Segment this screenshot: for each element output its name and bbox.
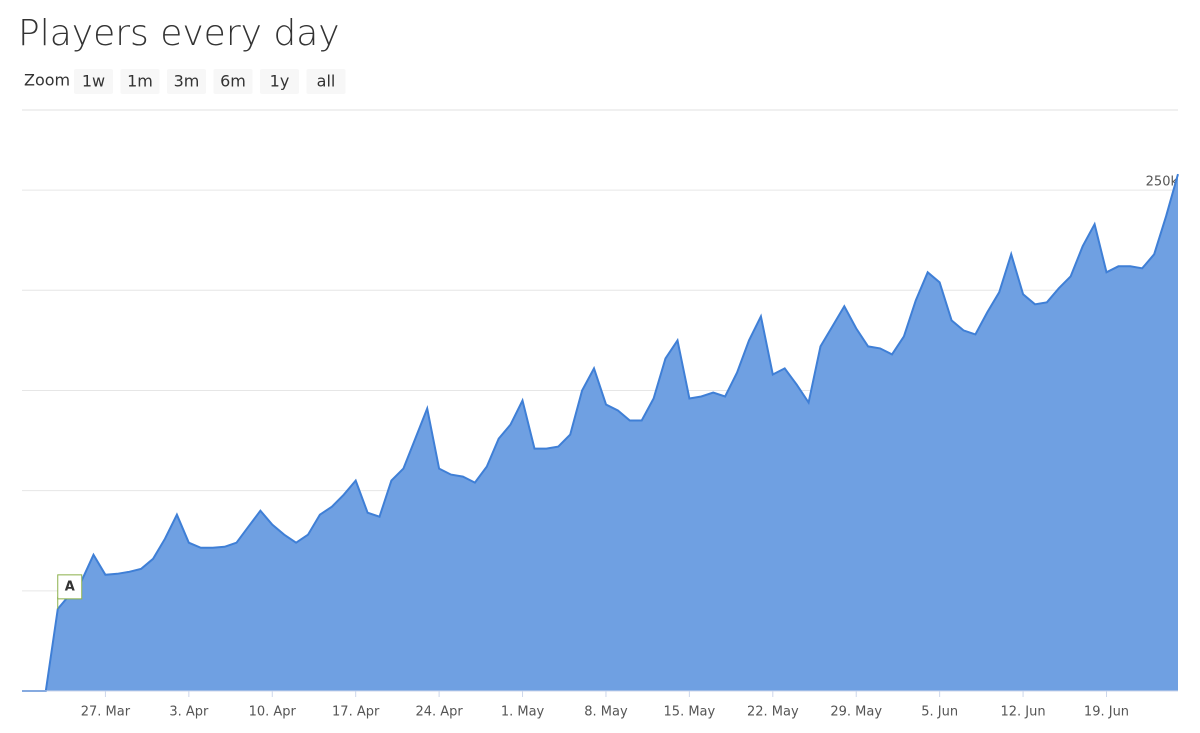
zoom-button-label: 1y	[270, 72, 290, 91]
flag-label: A	[65, 579, 75, 594]
zoom-button-label[interactable]: 1m	[127, 72, 153, 91]
zoom-button	[260, 69, 299, 94]
zoom-button-label[interactable]: 3m	[174, 72, 200, 91]
zoom-button[interactable]	[74, 69, 113, 94]
zoom-button-label: 6m	[220, 72, 246, 91]
chart-title: Players every day	[18, 13, 340, 54]
x-tick-label: 8. May	[584, 705, 628, 720]
x-tick-label: 22. May	[747, 705, 799, 720]
x-tick-label: 24. Apr	[415, 705, 463, 720]
x-tick-label: 19. Jun	[1084, 705, 1129, 720]
x-tick-label: 12. Jun	[1001, 705, 1046, 720]
flag-box	[57, 574, 83, 600]
x-tick-label: 5. Jun	[921, 705, 958, 720]
x-tick-label: 15. May	[664, 705, 716, 720]
zoom-button-label[interactable]: 1w	[82, 72, 105, 91]
zoom-button	[213, 69, 253, 94]
y-tick-label: 250k	[1146, 175, 1179, 190]
x-tick-label: 27. Mar	[81, 705, 131, 720]
area-fill	[22, 174, 1178, 692]
x-tick-label: 29. May	[830, 705, 882, 720]
zoom-label: Zoom	[24, 71, 70, 90]
x-tick-label: 17. Apr	[332, 705, 380, 720]
zoom-button[interactable]	[167, 69, 206, 94]
x-tick-label: 10. Apr	[249, 705, 297, 720]
zoom-button[interactable]	[306, 69, 346, 94]
area-line	[22, 173, 1179, 692]
x-tick-label: 3. Apr	[169, 705, 209, 720]
zoom-button-label[interactable]: all	[317, 72, 336, 91]
x-tick-label: 1. May	[501, 705, 545, 720]
zoom-button[interactable]	[120, 69, 160, 94]
